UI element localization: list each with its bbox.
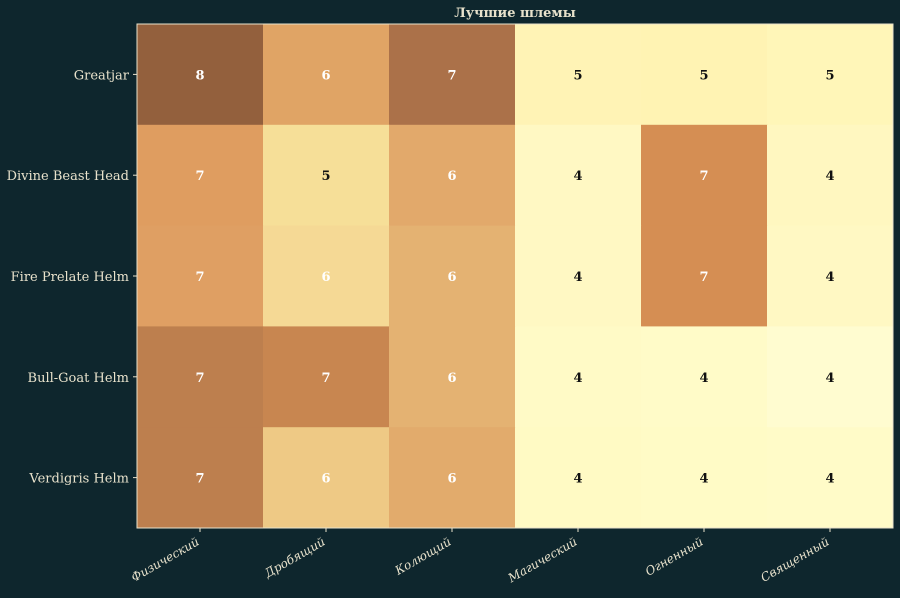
cell-label: 6 xyxy=(321,472,330,487)
y-tick-label: Divine Beast Head xyxy=(7,169,129,184)
heatmap-cell xyxy=(767,124,894,227)
cell-label: 7 xyxy=(195,270,204,285)
heatmap-cell xyxy=(641,124,768,227)
heatmap-cell xyxy=(137,24,264,126)
heatmap-cell xyxy=(263,225,390,327)
cell-label: 5 xyxy=(573,68,582,83)
heatmap-cell xyxy=(515,124,642,227)
x-tick-label: Колющий xyxy=(392,534,454,578)
heatmap-cell xyxy=(137,427,264,529)
cell-label: 6 xyxy=(447,270,456,285)
x-tick-label: Дробящий xyxy=(261,534,327,580)
heatmap-cell xyxy=(515,225,642,327)
cell-label: 7 xyxy=(195,371,204,386)
cell-label: 7 xyxy=(699,270,708,285)
heatmap-cell xyxy=(263,326,390,428)
cell-label: 6 xyxy=(447,169,456,184)
y-tick-label: Verdigris Helm xyxy=(28,472,129,487)
cell-label: 5 xyxy=(699,68,708,83)
y-tick-label: Greatjar xyxy=(74,68,130,83)
heatmap-cell xyxy=(515,24,642,126)
heatmap-cell xyxy=(641,427,768,529)
cell-label: 6 xyxy=(447,472,456,487)
x-tick-label: Физический xyxy=(129,534,202,584)
heatmap-cell xyxy=(641,225,768,327)
heatmap-cell xyxy=(641,326,768,428)
chart-title: Лучшие шлемы xyxy=(454,6,575,21)
cell-label: 6 xyxy=(321,68,330,83)
cell-label: 7 xyxy=(195,472,204,487)
y-tick-label: Fire Prelate Helm xyxy=(11,270,129,285)
cell-label: 5 xyxy=(321,169,330,184)
cell-label: 6 xyxy=(447,371,456,386)
cell-label: 7 xyxy=(321,371,330,386)
cell-label: 4 xyxy=(573,371,582,386)
cell-label: 7 xyxy=(195,169,204,184)
cell-label: 4 xyxy=(825,371,834,386)
heatmap-cell xyxy=(767,427,894,529)
cell-label: 4 xyxy=(573,169,582,184)
cell-label: 7 xyxy=(699,169,708,184)
heatmap-cell xyxy=(389,225,516,327)
cell-label: 4 xyxy=(699,371,708,386)
x-tick-label: Магический xyxy=(505,534,580,585)
heatmap-cell xyxy=(515,427,642,529)
heatmap-cell xyxy=(263,24,390,126)
heatmap-cell xyxy=(389,427,516,529)
heatmap-cell xyxy=(389,326,516,428)
heatmap-cell xyxy=(137,326,264,428)
x-tick-label: Священный xyxy=(758,534,831,584)
heatmap-cell xyxy=(767,24,894,126)
cell-label: 6 xyxy=(321,270,330,285)
heatmap-cell xyxy=(767,225,894,327)
cell-label: 4 xyxy=(825,472,834,487)
cell-label: 8 xyxy=(195,68,204,83)
heatmap-cell xyxy=(137,124,264,227)
heatmap-cell xyxy=(137,225,264,327)
cell-label: 4 xyxy=(825,270,834,285)
x-tick-label: Огненный xyxy=(643,534,706,578)
cell-label: 4 xyxy=(573,270,582,285)
heatmap-cell xyxy=(389,124,516,227)
heatmap-cell xyxy=(515,326,642,428)
cell-label: 4 xyxy=(573,472,582,487)
cell-label: 7 xyxy=(447,68,456,83)
heatmap-cell xyxy=(641,24,768,126)
cell-label: 5 xyxy=(825,68,834,83)
heatmap-cell xyxy=(263,427,390,529)
heatmap-cell xyxy=(767,326,894,428)
cell-label: 4 xyxy=(699,472,708,487)
y-tick-label: Bull-Goat Helm xyxy=(28,371,129,386)
heatmap-cell xyxy=(263,124,390,227)
heatmap-cell xyxy=(389,24,516,126)
cell-label: 4 xyxy=(825,169,834,184)
